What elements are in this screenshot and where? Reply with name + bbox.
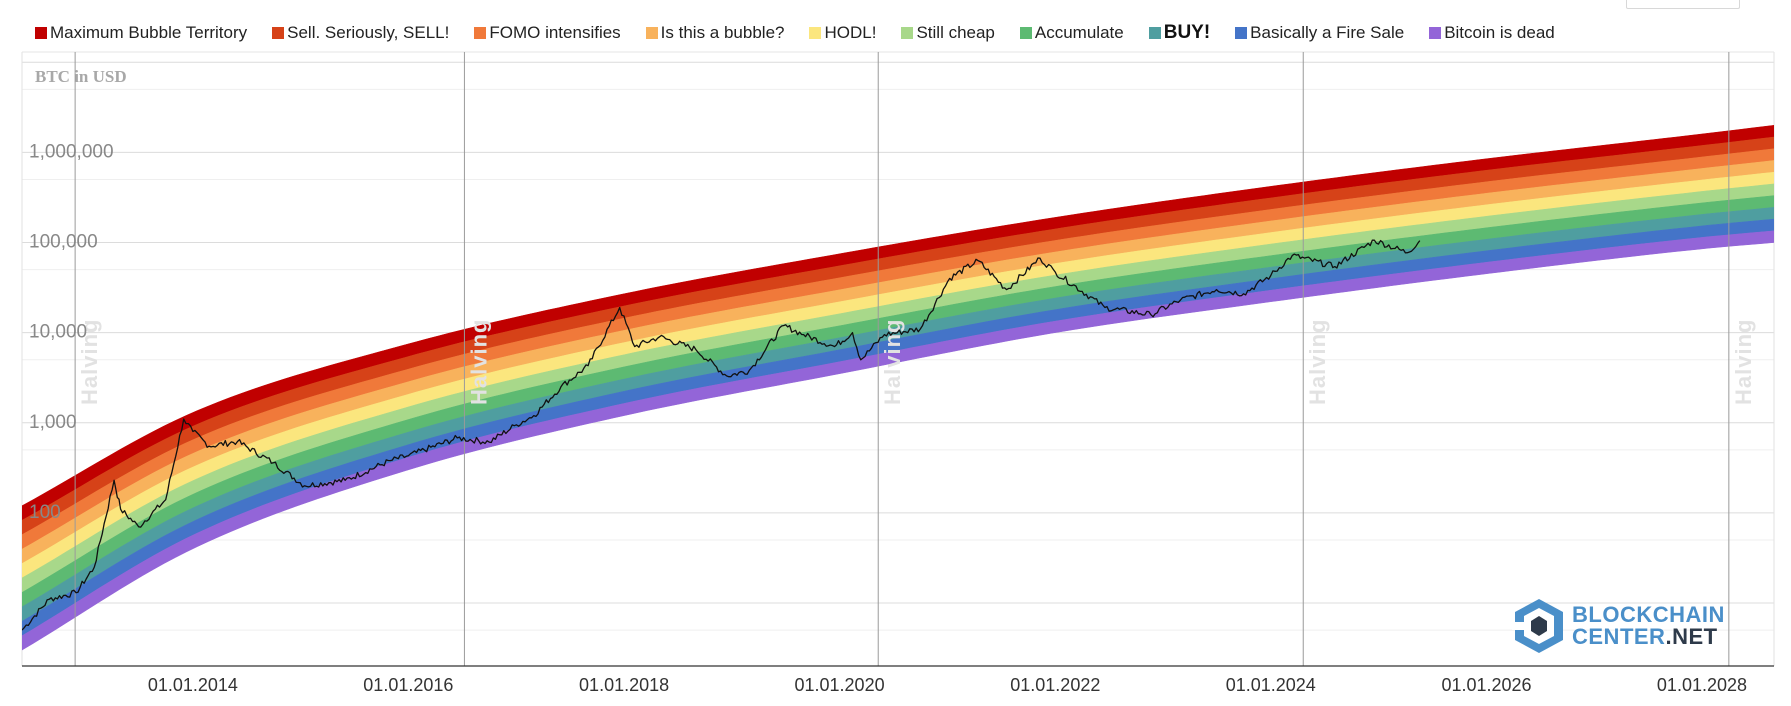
legend-item[interactable]: Basically a Fire Sale (1235, 23, 1404, 43)
logo-line-2-net: .NET (1665, 624, 1718, 649)
blockchaincenter-logo[interactable]: BLOCKCHAIN CENTER.NET (1512, 593, 1742, 659)
legend-label: Accumulate (1034, 23, 1124, 42)
legend-item[interactable]: Sell. Seriously, SELL! (272, 23, 449, 43)
legend-item[interactable]: BUY! (1148, 22, 1211, 44)
x-tick-label: 01.01.2026 (1441, 675, 1531, 695)
logo-line-2: CENTER.NET (1572, 626, 1725, 648)
x-tick-label: 01.01.2016 (363, 675, 453, 695)
legend-swatch (272, 27, 285, 39)
legend-item[interactable]: Maximum Bubble Territory (35, 23, 247, 43)
legend-swatch (645, 27, 658, 39)
x-tick-label: 01.01.2028 (1657, 675, 1747, 695)
rainbow-bands (22, 125, 1774, 651)
legend-swatch (1235, 27, 1248, 39)
legend-label: Bitcoin is dead (1444, 23, 1555, 42)
legend-swatch (35, 27, 47, 39)
cube-logo-icon (1512, 599, 1563, 653)
halving-label: Halving (1731, 319, 1756, 405)
legend-item[interactable]: Bitcoin is dead (1429, 23, 1555, 43)
legend-swatch (1148, 27, 1161, 39)
logo-line-1: BLOCKCHAIN (1572, 602, 1725, 627)
legend-item[interactable]: Still cheap (901, 23, 995, 43)
y-axis-label: BTC in USD (35, 67, 127, 86)
halving-label: Halving (880, 319, 905, 405)
legend-label: Is this a bubble? (660, 23, 785, 42)
y-tick-label: 10,000 (29, 322, 87, 343)
logo-text: BLOCKCHAIN CENTER.NET (1572, 604, 1725, 648)
halving-label: Halving (1305, 319, 1330, 405)
y-tick-label: 1,000 (29, 412, 77, 433)
y-tick-label: 1,000,000 (29, 141, 114, 162)
legend-item[interactable]: HODL! (809, 23, 876, 43)
legend-swatch (1019, 27, 1032, 39)
legend-item[interactable]: FOMO intensifies (474, 23, 621, 43)
x-tick-label: 01.01.2022 (1010, 675, 1100, 695)
legend-label: FOMO intensifies (489, 23, 621, 42)
x-axis: 01.01.2014 01.01.2016 01.01.2018 01.01.2020… (22, 665, 1774, 695)
price-series (22, 239, 1421, 631)
chart-legend: Maximum Bubble Territory Sell. Seriously,… (35, 20, 1580, 46)
halving-label: Halving (77, 319, 102, 405)
legend-label: BUY! (1163, 22, 1211, 43)
logo-line-2-center: CENTER (1572, 624, 1666, 649)
x-tick-label: 01.01.2014 (148, 675, 238, 695)
legend-swatch (809, 27, 822, 39)
legend-label: Still cheap (916, 23, 995, 42)
halving-markers: Halving Halving Halving Halving Halving (74, 52, 1756, 666)
x-tick-label: 01.01.2020 (795, 675, 885, 695)
y-tick-label: 100,000 (29, 232, 98, 253)
legend-label: Maximum Bubble Territory (50, 23, 248, 42)
rainbow-band (22, 230, 1774, 651)
legend-label: HODL! (824, 23, 877, 42)
halving-label: Halving (466, 319, 491, 405)
legend-label: Basically a Fire Sale (1250, 23, 1405, 42)
x-tick-label: 01.01.2018 (579, 675, 669, 695)
legend-item[interactable]: Accumulate (1019, 23, 1124, 43)
legend-label: Sell. Seriously, SELL! (287, 23, 450, 42)
legend-swatch (901, 27, 914, 39)
top-control-box (1626, 0, 1740, 9)
price-line (22, 239, 1421, 631)
y-tick-label: 100 (29, 502, 61, 523)
legend-swatch (1429, 27, 1442, 39)
legend-swatch (474, 27, 487, 39)
legend-item[interactable]: Is this a bubble? (645, 23, 785, 43)
x-tick-label: 01.01.2024 (1226, 675, 1316, 695)
y-axis: 100 1,000 10,000 100,000 1,000,000 (29, 141, 114, 522)
